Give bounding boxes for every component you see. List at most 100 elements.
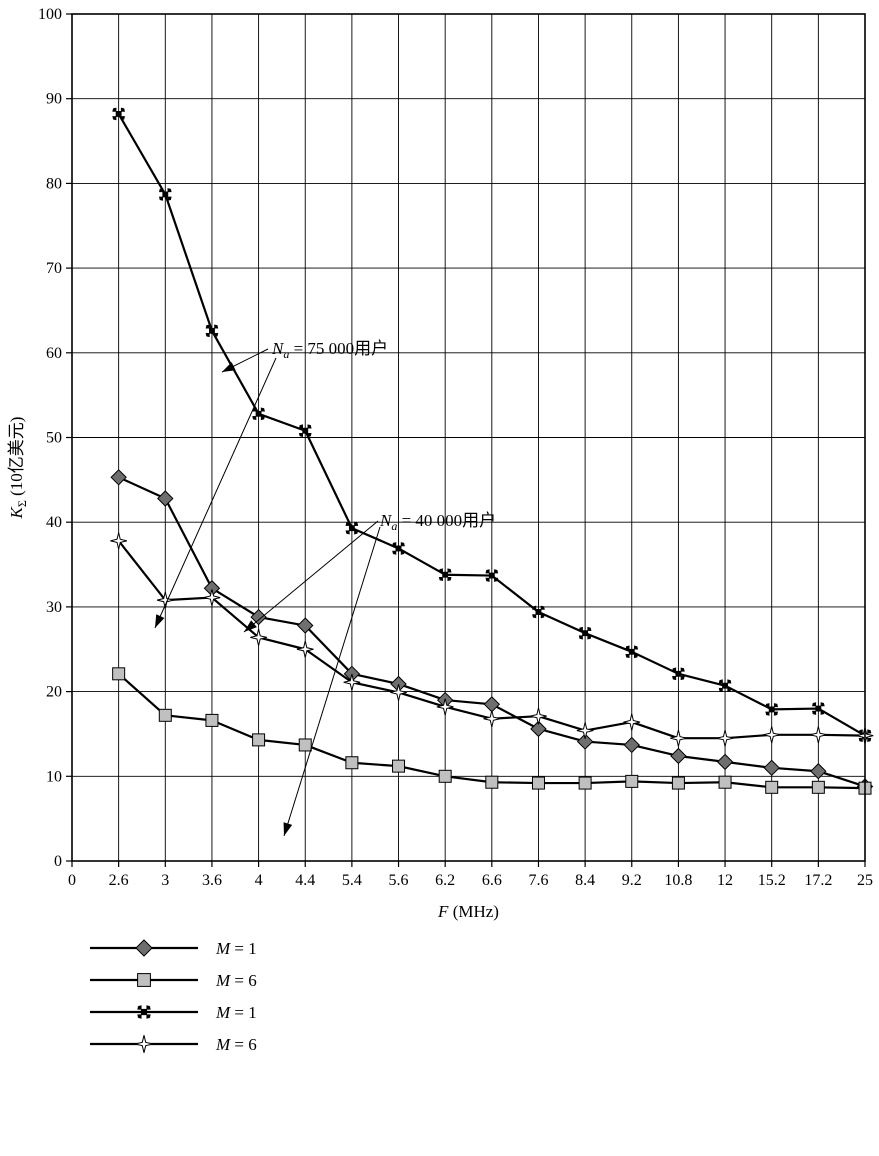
y-tick-label: 100 [38, 6, 62, 23]
data-point-diamond [716, 753, 734, 771]
data-point-diamond [810, 763, 827, 780]
y-tick-label: 80 [46, 175, 62, 192]
data-point-cross [485, 569, 499, 582]
data-point-square [158, 708, 172, 722]
data-point-diamond [110, 469, 127, 486]
legend-label: M = 6 [215, 1035, 257, 1054]
x-tick-label: 10.8 [664, 872, 692, 889]
data-point-square [625, 774, 639, 788]
y-tick-label: 90 [46, 91, 62, 108]
data-point-diamond [530, 720, 547, 738]
x-tick-label: 3.6 [202, 872, 222, 889]
data-point-star [390, 684, 407, 701]
data-point-square [205, 713, 219, 727]
x-tick-label: 6.6 [482, 872, 502, 889]
y-tick-label: 20 [46, 684, 62, 701]
y-tick-label: 10 [46, 768, 62, 785]
data-point-diamond [135, 939, 153, 957]
data-point-star [763, 726, 781, 744]
data-point-cross [718, 679, 732, 692]
data-point-cross [812, 702, 825, 715]
annotation-arrow [243, 520, 379, 633]
data-point-cross [345, 521, 359, 535]
data-point-star [623, 713, 641, 731]
data-point-cross [137, 1005, 151, 1019]
data-point-star [296, 640, 314, 658]
x-tick-label: 5.6 [389, 872, 409, 889]
data-point-square [765, 780, 779, 794]
x-tick-label: 7.6 [528, 872, 548, 889]
data-point-star [716, 729, 734, 747]
series-group [110, 107, 874, 795]
data-point-star [156, 591, 174, 609]
annotation-arrows [154, 348, 381, 837]
data-point-star [110, 532, 128, 550]
data-point-star [530, 707, 547, 725]
legend-item: M = 6 [90, 971, 257, 990]
x-tick-label: 4 [255, 872, 263, 889]
data-point-star [483, 710, 501, 728]
data-point-cross [672, 667, 685, 681]
series-4 [110, 532, 874, 747]
data-point-star [343, 673, 361, 691]
data-point-diamond [576, 733, 594, 750]
y-tick-label: 40 [46, 514, 62, 531]
data-point-diamond [670, 747, 687, 765]
legend-label: M = 1 [215, 939, 257, 958]
y-tick-label: 0 [54, 853, 62, 870]
legend-label: M = 1 [215, 1003, 257, 1022]
annotation-arrow [221, 348, 269, 373]
data-point-diamond [297, 617, 314, 634]
data-point-square [671, 776, 685, 790]
data-point-square [438, 769, 452, 783]
data-point-diamond [623, 736, 640, 754]
data-point-cross [765, 703, 779, 716]
data-point-square [578, 776, 592, 790]
legend-label: M = 6 [215, 971, 257, 990]
y-tick-label: 70 [46, 260, 62, 277]
data-point-cross [438, 568, 452, 582]
data-point-star [436, 698, 454, 716]
x-tick-label: 15.2 [758, 872, 786, 889]
x-tick-label: 5.4 [342, 872, 362, 889]
data-point-square [345, 756, 359, 770]
data-point-square [531, 776, 545, 790]
data-point-square [298, 738, 312, 752]
x-axis-ticks: 0 2.6 3 3.6 4 4.4 5.4 5.6 6.2 6.6 7.6 8.4 9.2 10.8 12 1… [68, 861, 873, 889]
x-tick-label: 25 [857, 872, 873, 889]
x-tick-label: 12 [717, 872, 733, 889]
data-point-diamond [250, 608, 267, 626]
data-point-star [135, 1035, 153, 1053]
y-tick-label: 50 [46, 430, 62, 447]
y-axis-ticks: 0 10 20 30 40 50 60 70 80 90 100 [38, 6, 72, 870]
x-tick-label: 3 [161, 872, 169, 889]
legend-item: M = 6 [90, 1035, 257, 1054]
annotation-arrow [154, 357, 277, 629]
x-tick-label: 8.4 [575, 872, 595, 889]
x-tick-label: 2.6 [109, 872, 129, 889]
data-point-cross [578, 626, 592, 640]
legend: M = 1 M = 6 M = 1 M = 6 [90, 939, 257, 1054]
y-tick-label: 30 [46, 599, 62, 616]
x-tick-label: 6.2 [435, 872, 455, 889]
data-point-diamond [483, 696, 501, 713]
data-point-cross [252, 407, 265, 421]
x-axis-title: F (MHz) [437, 902, 499, 921]
annotation-40000-users: Na = 40 000用户 [379, 511, 496, 533]
data-point-square [137, 973, 151, 987]
data-point-diamond [157, 490, 174, 507]
legend-item: M = 1 [90, 1003, 257, 1022]
data-point-square [112, 667, 126, 681]
y-tick-label: 60 [46, 345, 62, 362]
data-point-star [809, 726, 827, 744]
data-point-star [203, 589, 221, 606]
data-point-cross [625, 645, 639, 659]
x-tick-label: 0 [68, 872, 76, 889]
x-tick-label: 9.2 [622, 872, 642, 889]
x-tick-label: 17.2 [804, 872, 832, 889]
annotation-75000-users: Na = 75 000用户 [271, 339, 388, 361]
data-point-cross [205, 324, 219, 338]
data-point-cross [532, 605, 545, 619]
series-3 [112, 107, 872, 742]
